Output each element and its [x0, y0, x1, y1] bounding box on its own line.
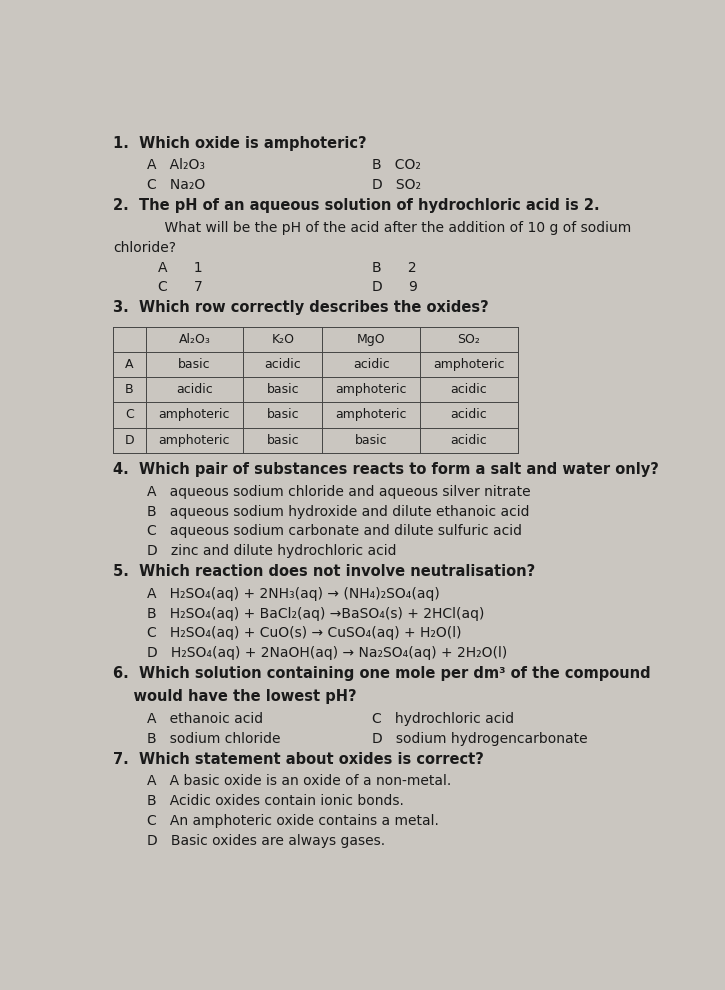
Text: acidic: acidic [265, 358, 301, 371]
Text: B   Acidic oxides contain ionic bonds.: B Acidic oxides contain ionic bonds. [146, 794, 404, 808]
Text: B: B [125, 383, 133, 396]
Text: 3.  Which row correctly describes the oxides?: 3. Which row correctly describes the oxi… [113, 300, 489, 315]
Text: A   H₂SO₄(aq) + 2NH₃(aq) → (NH₄)₂SO₄(aq): A H₂SO₄(aq) + 2NH₃(aq) → (NH₄)₂SO₄(aq) [146, 587, 439, 601]
Text: acidic: acidic [450, 383, 487, 396]
Text: amphoteric: amphoteric [336, 409, 407, 422]
Text: D   SO₂: D SO₂ [371, 178, 420, 192]
Text: B   CO₂: B CO₂ [371, 158, 420, 172]
Text: amphoteric: amphoteric [159, 409, 231, 422]
Text: 7.  Which statement about oxides is correct?: 7. Which statement about oxides is corre… [113, 751, 484, 766]
Text: A   Al₂O₃: A Al₂O₃ [146, 158, 204, 172]
Text: C   hydrochloric acid: C hydrochloric acid [371, 712, 514, 726]
Text: C   H₂SO₄(aq) + CuO(s) → CuSO₄(aq) + H₂O(l): C H₂SO₄(aq) + CuO(s) → CuSO₄(aq) + H₂O(l… [146, 627, 461, 641]
Text: acidic: acidic [176, 383, 213, 396]
Text: would have the lowest pH?: would have the lowest pH? [113, 689, 357, 704]
Text: B   aqueous sodium hydroxide and dilute ethanoic acid: B aqueous sodium hydroxide and dilute et… [146, 505, 529, 519]
Text: C   aqueous sodium carbonate and dilute sulfuric acid: C aqueous sodium carbonate and dilute su… [146, 525, 522, 539]
Text: D   zinc and dilute hydrochloric acid: D zinc and dilute hydrochloric acid [146, 544, 397, 558]
Text: A   A basic oxide is an oxide of a non-metal.: A A basic oxide is an oxide of a non-met… [146, 774, 451, 788]
Text: What will be the pH of the acid after the addition of 10 g of sodium: What will be the pH of the acid after th… [146, 221, 631, 235]
Text: 4.  Which pair of substances reacts to form a salt and water only?: 4. Which pair of substances reacts to fo… [113, 462, 659, 477]
Text: K₂O: K₂O [271, 333, 294, 346]
Text: B   sodium chloride: B sodium chloride [146, 732, 281, 745]
Text: B   H₂SO₄(aq) + BaCl₂(aq) →BaSO₄(s) + 2HCl(aq): B H₂SO₄(aq) + BaCl₂(aq) →BaSO₄(s) + 2HCl… [146, 607, 484, 621]
Text: 5.  Which reaction does not involve neutralisation?: 5. Which reaction does not involve neutr… [113, 564, 535, 579]
Text: A: A [125, 358, 133, 371]
Text: acidic: acidic [450, 409, 487, 422]
Text: 2.  The pH of an aqueous solution of hydrochloric acid is 2.: 2. The pH of an aqueous solution of hydr… [113, 198, 600, 213]
Text: C: C [125, 409, 133, 422]
Text: D   sodium hydrogencarbonate: D sodium hydrogencarbonate [371, 732, 587, 745]
Text: D   H₂SO₄(aq) + 2NaOH(aq) → Na₂SO₄(aq) + 2H₂O(l): D H₂SO₄(aq) + 2NaOH(aq) → Na₂SO₄(aq) + 2… [146, 646, 507, 660]
Text: B      2: B 2 [371, 260, 416, 274]
Text: D   Basic oxides are always gases.: D Basic oxides are always gases. [146, 834, 385, 847]
Text: SO₂: SO₂ [457, 333, 480, 346]
Text: Al₂O₃: Al₂O₃ [178, 333, 210, 346]
Text: C   An amphoteric oxide contains a metal.: C An amphoteric oxide contains a metal. [146, 814, 439, 828]
Text: basic: basic [178, 358, 211, 371]
Text: D      9: D 9 [371, 280, 418, 294]
Text: amphoteric: amphoteric [159, 434, 231, 446]
Text: basic: basic [355, 434, 387, 446]
Text: A   ethanoic acid: A ethanoic acid [146, 712, 263, 726]
Text: C      7: C 7 [158, 280, 203, 294]
Text: amphoteric: amphoteric [433, 358, 505, 371]
Text: acidic: acidic [450, 434, 487, 446]
Text: chloride?: chloride? [113, 241, 176, 254]
Text: 6.  Which solution containing one mole per dm³ of the compound: 6. Which solution containing one mole pe… [113, 666, 651, 681]
Text: A      1: A 1 [158, 260, 203, 274]
Text: basic: basic [267, 409, 299, 422]
Text: acidic: acidic [353, 358, 389, 371]
Text: amphoteric: amphoteric [336, 383, 407, 396]
Text: C   Na₂O: C Na₂O [146, 178, 205, 192]
Text: D: D [125, 434, 134, 446]
Text: MgO: MgO [357, 333, 386, 346]
Text: basic: basic [267, 383, 299, 396]
Text: A   aqueous sodium chloride and aqueous silver nitrate: A aqueous sodium chloride and aqueous si… [146, 485, 531, 499]
Text: basic: basic [267, 434, 299, 446]
Text: 1.  Which oxide is amphoteric?: 1. Which oxide is amphoteric? [113, 136, 367, 150]
